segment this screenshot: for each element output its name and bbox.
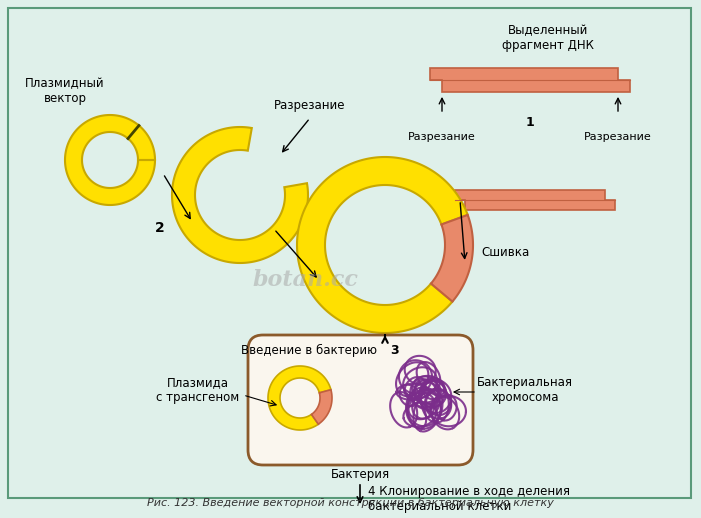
Text: 2: 2 — [155, 221, 165, 235]
Polygon shape — [430, 68, 630, 92]
Polygon shape — [172, 127, 308, 263]
FancyBboxPatch shape — [8, 8, 691, 498]
Polygon shape — [268, 366, 331, 430]
Polygon shape — [431, 215, 473, 301]
Text: 3: 3 — [390, 344, 399, 357]
Text: 4 Клонирование в ходе деления
бактериальной клетки: 4 Клонирование в ходе деления бактериаль… — [368, 485, 570, 513]
Text: 1: 1 — [526, 116, 534, 129]
Polygon shape — [65, 115, 155, 205]
Text: Плазмида
с трансгеном: Плазмида с трансгеном — [156, 376, 240, 404]
Text: Разрезание: Разрезание — [274, 99, 346, 112]
Text: Бактериальная
хромосома: Бактериальная хромосома — [477, 376, 573, 404]
Text: Сшивка: Сшивка — [481, 247, 529, 260]
Text: Рис. 123. Введение векторной конструкции в бактериальную клетку: Рис. 123. Введение векторной конструкции… — [147, 498, 553, 508]
Polygon shape — [311, 390, 332, 424]
Text: Разрезание: Разрезание — [408, 132, 476, 142]
Text: Введение в бактерию: Введение в бактерию — [241, 344, 377, 357]
Text: botan.cc: botan.cc — [252, 269, 358, 291]
Text: Выделенный
фрагмент ДНК: Выделенный фрагмент ДНК — [502, 24, 594, 52]
Polygon shape — [455, 190, 615, 210]
Polygon shape — [297, 157, 468, 333]
Text: Разрезание: Разрезание — [584, 132, 652, 142]
FancyBboxPatch shape — [248, 335, 473, 465]
Text: Плазмидный
вектор: Плазмидный вектор — [25, 77, 105, 105]
Text: Бактерия: Бактерия — [330, 468, 390, 481]
